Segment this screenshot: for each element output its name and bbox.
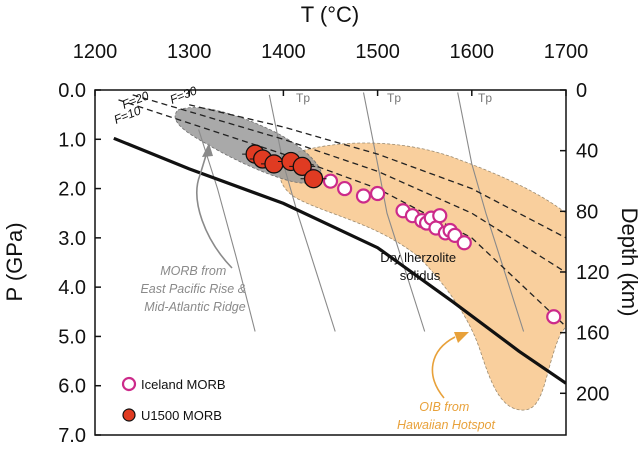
u1500-point-2 <box>264 154 284 174</box>
left-tick-label-6: 6.0 <box>58 376 86 398</box>
left-tick-label-5: 5.0 <box>58 326 86 348</box>
adiabats <box>198 92 525 332</box>
left-tick-label-3: 3.0 <box>58 228 86 250</box>
tp-label-3: Tp <box>478 91 492 105</box>
left-tick-label-7: 7.0 <box>58 425 86 447</box>
left-tick-label-1: 1.0 <box>58 129 86 151</box>
oib-arrow <box>431 336 456 399</box>
adiabat-1 <box>362 92 426 332</box>
top-axis-title: T (°C) <box>301 2 360 27</box>
top-tick-label-3: 1500 <box>355 41 400 63</box>
tp-label-1: Tp <box>296 91 310 105</box>
oib-region <box>279 142 566 411</box>
top-tick-label-1: 1300 <box>167 41 212 63</box>
u1500-morb-series <box>242 144 327 189</box>
adiabat-2 <box>457 92 525 332</box>
top-axis-ticks: 1200 1300 1400 1500 1600 1700 <box>73 41 589 96</box>
morb-arrow <box>196 151 233 269</box>
right-tick-label-0: 0 <box>576 80 587 102</box>
f10-label: F=10 <box>112 103 143 126</box>
plot-frame <box>94 89 567 436</box>
iceland-point-3 <box>355 188 372 204</box>
iceland-point-4 <box>370 185 386 202</box>
top-tick-label-0: 1200 <box>73 41 118 63</box>
left-tick-label-4: 4.0 <box>58 277 86 299</box>
f30-label: F=30 <box>168 83 199 106</box>
iceland-point-2 <box>337 180 353 197</box>
legend-u1500-marker <box>122 408 136 422</box>
legend-iceland-marker <box>121 376 137 392</box>
iceland-point-15 <box>456 235 472 251</box>
top-tick-label-2: 1400 <box>261 41 306 63</box>
morb-annotation: MORB from East Pacific Rise & Mid-Atlant… <box>140 264 249 314</box>
solidus-annotation: Dry lherzolite solidus <box>380 250 459 283</box>
dry-lherzolite-solidus <box>113 136 566 385</box>
f-curve-1 <box>132 94 566 273</box>
right-tick-label-5: 200 <box>576 383 609 405</box>
left-tick-label-0: 0.0 <box>58 80 86 102</box>
right-axis-title: Depth (km) <box>617 208 639 317</box>
legend-iceland-label: Iceland MORB <box>141 377 226 392</box>
left-axis-ticks: 0.0 1.0 2.0 3.0 4.0 5.0 6.0 7.0 <box>58 80 101 447</box>
oib-arrowhead <box>454 332 469 343</box>
u1500-point-5 <box>303 169 324 189</box>
right-tick-label-4: 160 <box>576 323 609 345</box>
oib-annotation: OIB from Hawaiian Hotspot <box>397 400 495 432</box>
tp-label-2: Tp <box>387 91 401 105</box>
adiabat-left <box>198 129 256 332</box>
legend-u1500-label: U1500 MORB <box>141 408 222 423</box>
left-tick-label-2: 2.0 <box>58 179 86 201</box>
right-tick-label-1: 40 <box>576 141 598 163</box>
iceland-point-11 <box>432 208 448 224</box>
morb-arrowhead <box>202 143 213 157</box>
u1500-point-4 <box>292 156 312 177</box>
adiabat-0 <box>268 94 336 332</box>
right-tick-label-3: 120 <box>576 262 609 284</box>
legend: Iceland MORB U1500 MORB <box>121 376 226 423</box>
top-tick-label-5: 1700 <box>544 41 589 63</box>
left-axis-title: P (GPa) <box>2 222 27 301</box>
top-tick-label-4: 1600 <box>450 41 495 63</box>
right-axis-ticks: 0 40 80 120 160 200 <box>560 80 609 405</box>
iceland-point-16 <box>546 309 562 325</box>
f-curve-0 <box>189 104 566 239</box>
right-tick-label-2: 80 <box>576 201 598 223</box>
iceland-point-1 <box>322 173 339 189</box>
